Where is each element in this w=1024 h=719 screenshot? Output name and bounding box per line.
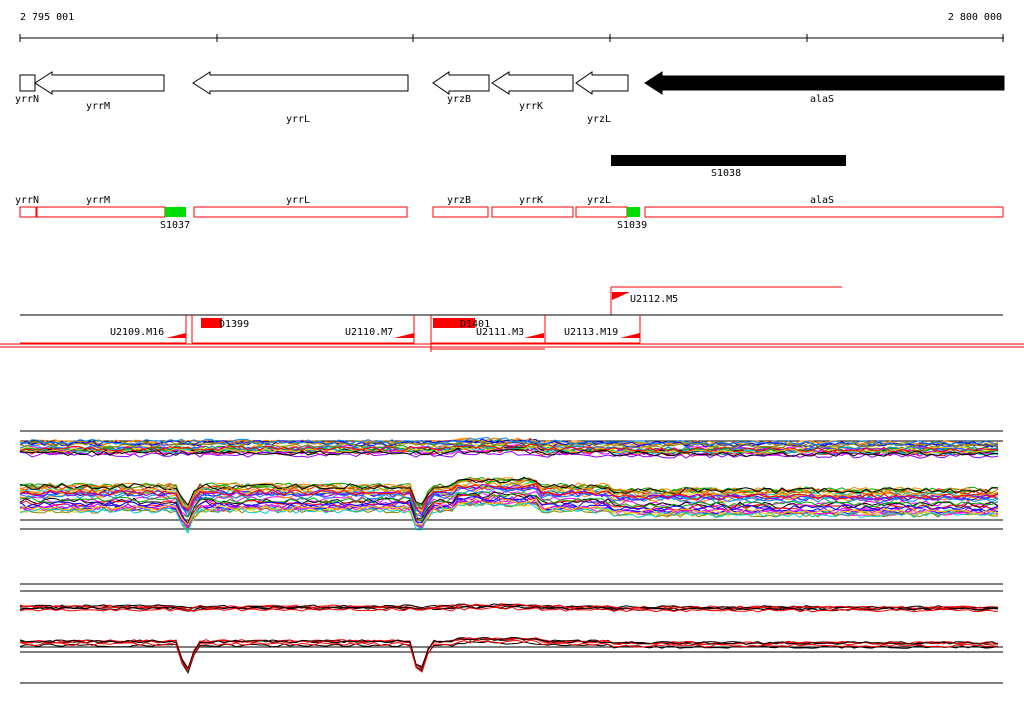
average-profile-line bbox=[19, 639, 999, 673]
gene-label-yrrM: yrrM bbox=[86, 101, 110, 112]
annot-segment-s1039[interactable] bbox=[627, 207, 640, 217]
annot-label-yrrM: yrrM bbox=[86, 195, 110, 206]
gene-label-alaS: alaS bbox=[810, 94, 834, 105]
small-feature-label-d1401: D1401 bbox=[460, 319, 490, 330]
average-profile-line bbox=[19, 606, 999, 613]
annot-label-s1039: S1039 bbox=[617, 220, 647, 231]
lower-profile-line bbox=[19, 500, 999, 530]
average-profile-line bbox=[19, 603, 999, 611]
lower-profile-line bbox=[19, 477, 999, 507]
annot-box-yrrL[interactable] bbox=[193, 206, 408, 218]
annot-label-yrzL: yrzL bbox=[587, 195, 611, 206]
feature-bar-label: S1038 bbox=[711, 168, 741, 179]
tu-label-u2110: U2110.M7 bbox=[345, 327, 393, 338]
annot-label-alaS: alaS bbox=[810, 195, 834, 206]
feature-bar-track: S1038 bbox=[611, 155, 846, 179]
upper-profile-line bbox=[19, 450, 999, 459]
average-profile-line bbox=[19, 636, 999, 670]
ruler-end-label: 2 800 000 bbox=[947, 12, 1002, 23]
lower-profile-line bbox=[19, 498, 999, 529]
small-feature-d1401[interactable] bbox=[433, 318, 475, 328]
annot-label-yrzB: yrzB bbox=[447, 195, 471, 206]
annot-label-yrrL: yrrL bbox=[286, 195, 310, 206]
lower-profile-line bbox=[19, 501, 999, 534]
gene-arrow-alaS[interactable] bbox=[644, 71, 1005, 95]
annotation-track: yrrN yrrM yrrL yrzB yrrK yrzL alaS S1037… bbox=[15, 195, 1004, 231]
tu-end-marker-u2109 bbox=[166, 333, 186, 338]
tu-start-marker bbox=[612, 292, 630, 300]
tu-end-marker-u2110 bbox=[394, 333, 414, 338]
lower-profile-line bbox=[19, 481, 999, 514]
position-ruler bbox=[19, 34, 1004, 42]
gene-label-yrzL: yrzL bbox=[587, 114, 611, 125]
upper-profile-line bbox=[19, 438, 999, 448]
average-profile-line bbox=[19, 640, 999, 674]
gene-label-yrrK: yrrK bbox=[519, 101, 543, 112]
annot-box-alaS[interactable] bbox=[644, 206, 1004, 218]
average-profile-line bbox=[19, 603, 999, 609]
gene-track: yrrN yrrM yrrL yrzB yrrK yrzL alaS bbox=[15, 71, 1005, 125]
annot-box-yrrK[interactable] bbox=[491, 206, 574, 218]
small-feature-d1399[interactable] bbox=[201, 318, 222, 328]
gene-label-yrrL: yrrL bbox=[286, 114, 310, 125]
upper-profile-line bbox=[19, 439, 999, 449]
gene-label-yrrN: yrrN bbox=[15, 94, 39, 105]
tu-label-u2112: U2112.M5 bbox=[630, 294, 678, 305]
upper-profile-line bbox=[19, 436, 999, 446]
small-feature-label-d1399: D1399 bbox=[219, 319, 249, 330]
gene-arrow-yrrN[interactable] bbox=[19, 74, 36, 92]
gene-arrow-yrrL[interactable] bbox=[192, 71, 409, 95]
feature-bar[interactable] bbox=[611, 155, 846, 166]
upper-profile-line bbox=[19, 443, 999, 453]
gene-arrow-yrrM[interactable] bbox=[34, 71, 165, 95]
tu-end-marker-u2111 bbox=[524, 333, 544, 338]
annot-box-yrzL[interactable] bbox=[575, 206, 628, 218]
gene-arrow-yrzL[interactable] bbox=[575, 71, 629, 95]
expression-panel-lower bbox=[19, 583, 1003, 684]
tu-label-u2109: U2109.M16 bbox=[110, 327, 164, 338]
lower-profile-line bbox=[19, 493, 999, 526]
upper-profile-line bbox=[19, 448, 999, 458]
gene-arrow-yrzB[interactable] bbox=[432, 71, 490, 95]
tu-label-u2113: U2113.M19 bbox=[564, 327, 618, 338]
gene-label-yrzB: yrzB bbox=[447, 94, 471, 105]
tu-label-u2111: U2111.M3 bbox=[476, 327, 524, 338]
lower-profile-line bbox=[19, 494, 999, 527]
annot-box-yrzB[interactable] bbox=[432, 206, 489, 218]
transcription-unit-track: U2112.M5 U2109.M16 U2110.M7 D1399 D1401 … bbox=[0, 286, 1024, 352]
annot-label-yrrN: yrrN bbox=[15, 195, 39, 206]
annot-segment-s1037[interactable] bbox=[165, 207, 186, 217]
lower-profile-line bbox=[19, 486, 999, 518]
lower-profile-line bbox=[19, 482, 999, 511]
tu-end-marker-u2113 bbox=[620, 333, 640, 338]
annot-box-yrrN[interactable] bbox=[19, 206, 37, 218]
lower-profile-line bbox=[19, 498, 999, 526]
annot-label-yrrK: yrrK bbox=[519, 195, 543, 206]
annot-box-yrrM[interactable] bbox=[36, 206, 166, 218]
expression-panel-upper bbox=[19, 430, 1003, 534]
gene-arrow-yrrK[interactable] bbox=[491, 71, 574, 95]
annot-label-s1037: S1037 bbox=[160, 220, 190, 231]
ruler-start-label: 2 795 001 bbox=[20, 12, 75, 23]
